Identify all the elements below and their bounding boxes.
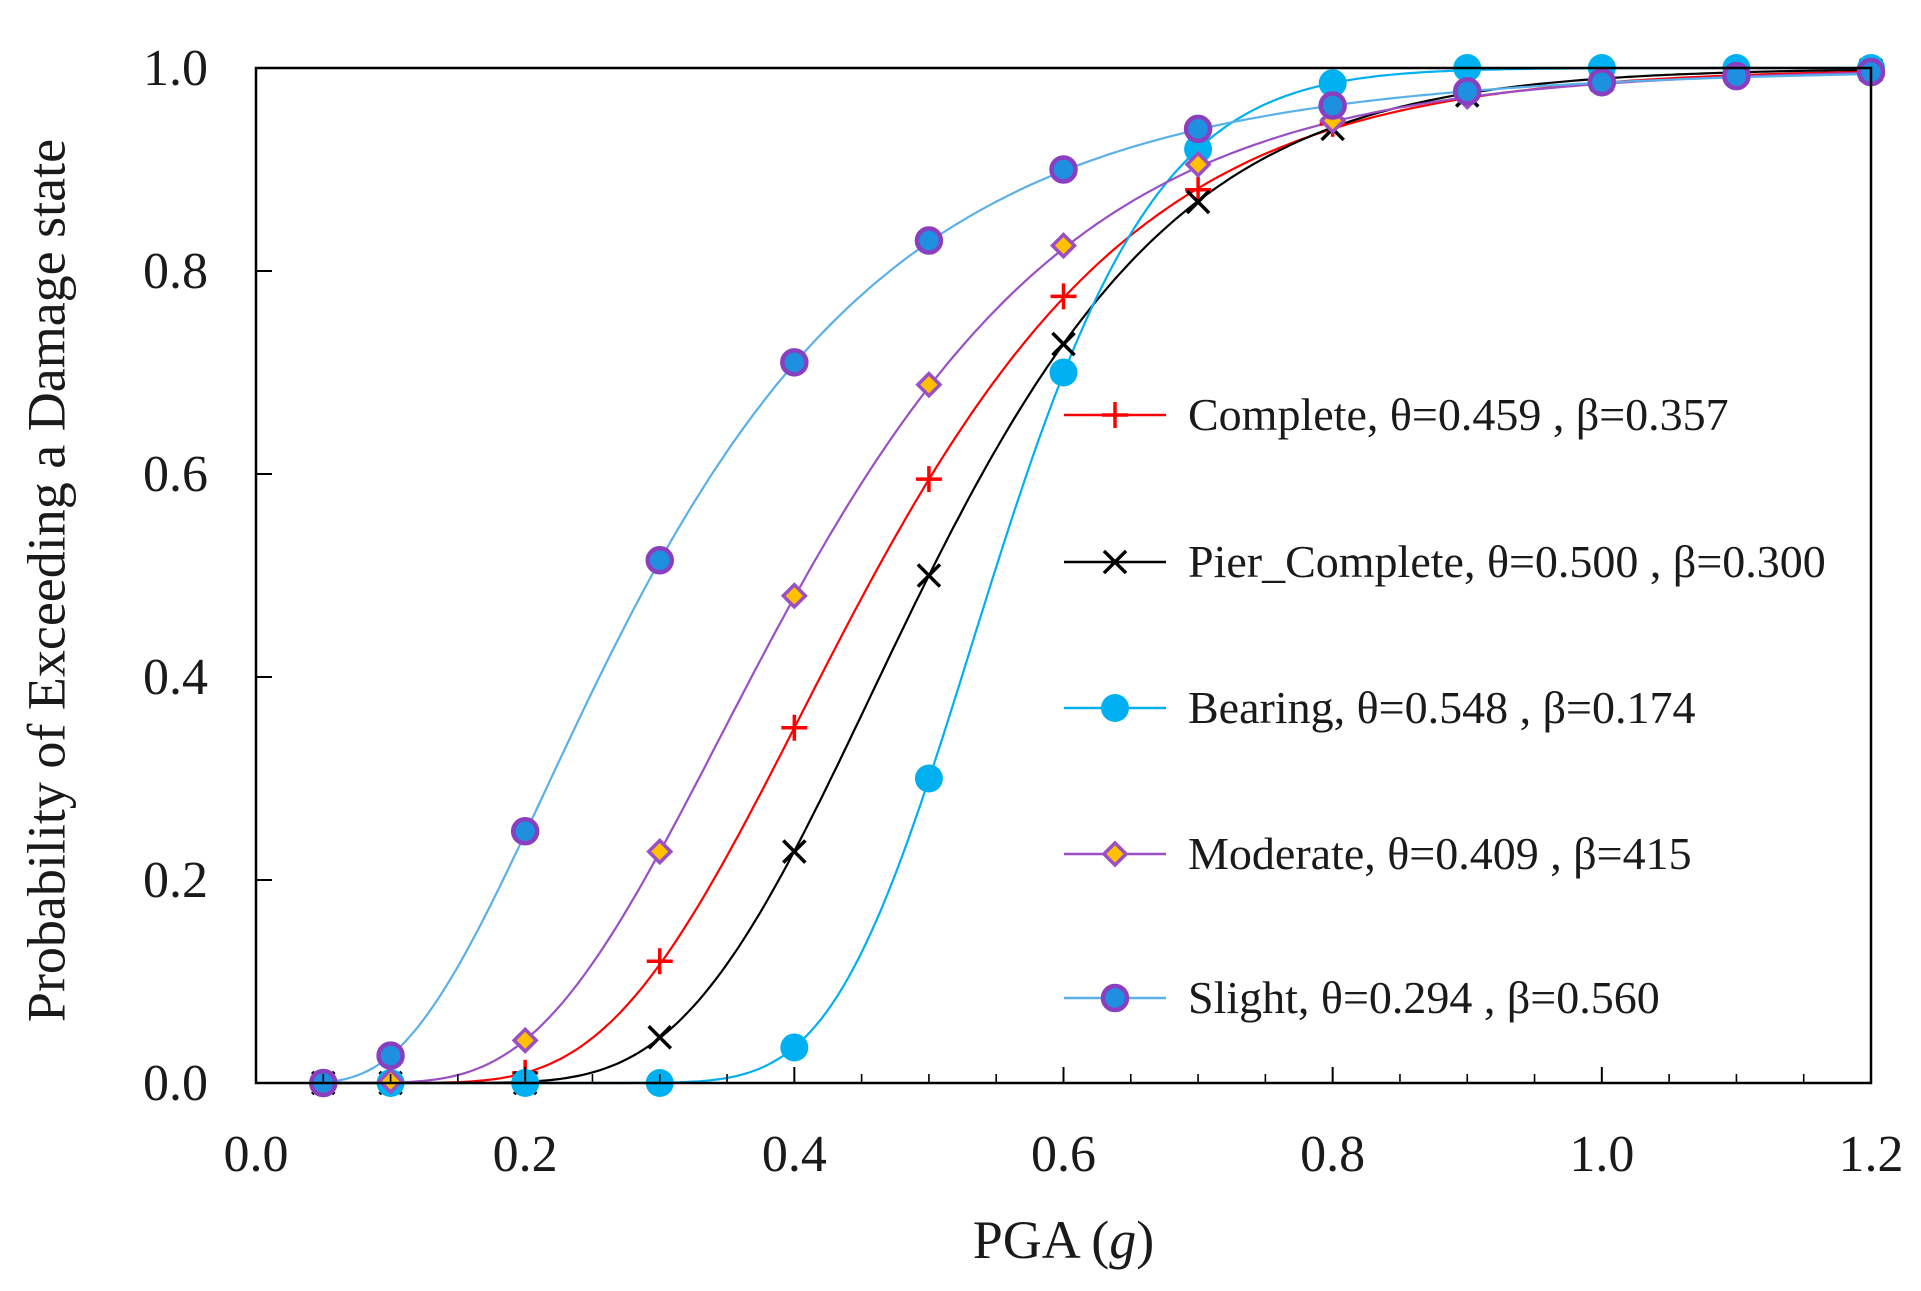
marker-diamond bbox=[1049, 232, 1078, 260]
y-tick-label: 0.2 bbox=[143, 852, 208, 909]
marker-circle-outlined bbox=[1318, 91, 1347, 120]
x-axis-ticks: 0.0 0.2 0.4 0.6 0.8 1.0 1.2 bbox=[224, 1067, 1904, 1183]
marker-circle bbox=[1184, 135, 1213, 164]
data-markers bbox=[309, 54, 1886, 1098]
marker-diamond bbox=[511, 1026, 539, 1054]
marker-x bbox=[1102, 549, 1128, 575]
marker-circle bbox=[914, 764, 943, 793]
marker-diamond bbox=[1184, 150, 1212, 178]
marker-circle-outlined bbox=[510, 817, 540, 846]
marker-circle bbox=[1318, 69, 1347, 98]
legend-label: Pier_Complete, θ=0.500 , β=0.300 bbox=[1188, 536, 1826, 587]
marker-diamond bbox=[915, 371, 943, 399]
legend: Complete, θ=0.459 , β=0.357 Pier_Complete… bbox=[1064, 389, 1826, 1023]
marker-circle bbox=[780, 1033, 809, 1062]
x-tick-label: 0.4 bbox=[762, 1126, 827, 1183]
marker-x bbox=[1185, 189, 1211, 215]
x-tick-label: 1.0 bbox=[1569, 1126, 1634, 1183]
y-axis-title: Probability of Exceeding a Damage state bbox=[16, 139, 76, 1022]
legend-item-2: Bearing, θ=0.548 , β=0.174 bbox=[1064, 682, 1695, 733]
marker-plus bbox=[781, 714, 808, 741]
legend-item-1: Pier_Complete, θ=0.500 , β=0.300 bbox=[1064, 536, 1826, 587]
marker-x bbox=[782, 839, 807, 864]
x-tick-label: 0.2 bbox=[493, 1126, 558, 1183]
x-tick-label: 0.8 bbox=[1300, 1126, 1365, 1183]
marker-circle bbox=[1049, 358, 1078, 387]
y-axis-ticks: 0.0 0.2 0.4 0.6 0.8 1.0 bbox=[143, 40, 272, 1112]
y-tick-label: 0.4 bbox=[143, 649, 208, 706]
y-tick-label: 0.6 bbox=[143, 446, 208, 503]
marker-x bbox=[647, 1025, 673, 1050]
y-tick-label: 0.0 bbox=[143, 1055, 208, 1112]
x-axis-title: PGA (g) bbox=[973, 1210, 1155, 1270]
x-tick-label: 0.6 bbox=[1031, 1126, 1096, 1183]
y-tick-label: 0.8 bbox=[143, 243, 208, 300]
legend-label: Slight, θ=0.294 , β=0.560 bbox=[1188, 972, 1660, 1023]
marker-circle bbox=[1101, 694, 1129, 722]
marker-diamond bbox=[780, 582, 808, 610]
marker-circle-outlined bbox=[1722, 61, 1751, 91]
marker-circle-outlined bbox=[1183, 114, 1213, 144]
legend-item-3: Moderate, θ=0.409 , β=415 bbox=[1064, 828, 1692, 879]
marker-circle-outlined bbox=[645, 546, 674, 575]
legend-label: Complete, θ=0.459 , β=0.357 bbox=[1188, 389, 1729, 440]
marker-plus bbox=[1185, 176, 1212, 203]
marker-circle-outlined bbox=[1049, 155, 1078, 184]
marker-plus bbox=[1050, 283, 1077, 310]
marker-x bbox=[1051, 331, 1076, 357]
marker-circle-outlined bbox=[376, 1041, 405, 1070]
x-tick-label: 0.0 bbox=[224, 1126, 289, 1183]
marker-circle-outlined bbox=[1587, 67, 1617, 97]
legend-label: Bearing, θ=0.548 , β=0.174 bbox=[1188, 682, 1695, 733]
markers-series-4 bbox=[309, 57, 1886, 1098]
marker-circle-outlined bbox=[1453, 77, 1482, 106]
marker-circle-outlined bbox=[914, 226, 944, 255]
marker-x bbox=[916, 563, 942, 588]
x-tick-label: 1.2 bbox=[1839, 1126, 1904, 1183]
marker-plus bbox=[1102, 402, 1128, 428]
marker-plus bbox=[646, 948, 673, 975]
legend-item-4: Slight, θ=0.294 , β=0.560 bbox=[1064, 972, 1660, 1023]
marker-circle-outlined bbox=[780, 348, 809, 377]
legend-item-0: Complete, θ=0.459 , β=0.357 bbox=[1064, 389, 1729, 440]
legend-label: Moderate, θ=0.409 , β=415 bbox=[1188, 828, 1692, 879]
y-tick-label: 1.0 bbox=[143, 40, 208, 97]
marker-plus bbox=[915, 466, 942, 493]
marker-diamond bbox=[646, 838, 674, 866]
marker-circle-outlined bbox=[1100, 983, 1130, 1013]
marker-diamond bbox=[1101, 840, 1129, 868]
